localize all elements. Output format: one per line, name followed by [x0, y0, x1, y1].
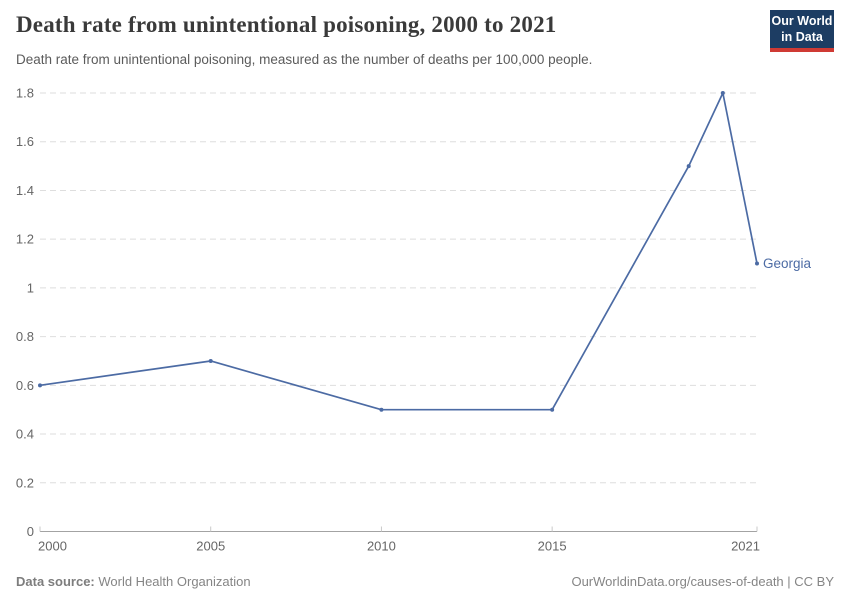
- data-point[interactable]: [550, 407, 555, 412]
- data-point[interactable]: [208, 358, 213, 363]
- series-line[interactable]: [39, 92, 758, 411]
- y-tick-label: 0.2: [16, 475, 34, 490]
- owid-logo-line2: in Data: [781, 30, 823, 44]
- owid-logo-line1: Our World: [771, 13, 833, 28]
- data-point[interactable]: [755, 261, 759, 266]
- y-tick-label: 1.8: [16, 86, 34, 101]
- data-point[interactable]: [379, 407, 384, 412]
- y-tick-label: 1.6: [16, 134, 34, 149]
- data-source-value: World Health Organization: [94, 574, 251, 589]
- data-source-label: Data source:: [16, 574, 95, 589]
- owid-logo: Our World in Data: [770, 10, 834, 52]
- data-source-note: Data source: World Health Organization: [16, 574, 251, 589]
- series-entity-label[interactable]: Georgia: [763, 256, 812, 271]
- x-tick-label: 2010: [367, 539, 396, 554]
- y-tick-label: 0: [27, 524, 34, 539]
- page-title: Death rate from unintentional poisoning,…: [16, 12, 557, 37]
- y-tick-label: 0.6: [16, 378, 34, 393]
- x-tick-label: 2000: [38, 539, 67, 554]
- y-tick-label: 1: [27, 280, 34, 295]
- chart-footer: Data source: World Health Organization O…: [16, 574, 834, 589]
- chart-subtitle: Death rate from unintentional poisoning,…: [16, 52, 593, 67]
- y-tick-label: 0.8: [16, 329, 34, 344]
- y-tick-label: 1.4: [16, 183, 34, 198]
- data-point[interactable]: [686, 164, 691, 169]
- data-point[interactable]: [38, 383, 42, 388]
- y-tick-label: 0.4: [16, 427, 34, 442]
- x-tick-label: 2005: [196, 539, 225, 554]
- attribution-note: OurWorldinData.org/causes-of-death | CC …: [571, 574, 834, 589]
- y-tick-label: 1.2: [16, 232, 34, 247]
- data-point[interactable]: [720, 91, 725, 95]
- x-tick-label: 2021: [731, 539, 760, 554]
- x-tick-label: 2015: [538, 539, 567, 554]
